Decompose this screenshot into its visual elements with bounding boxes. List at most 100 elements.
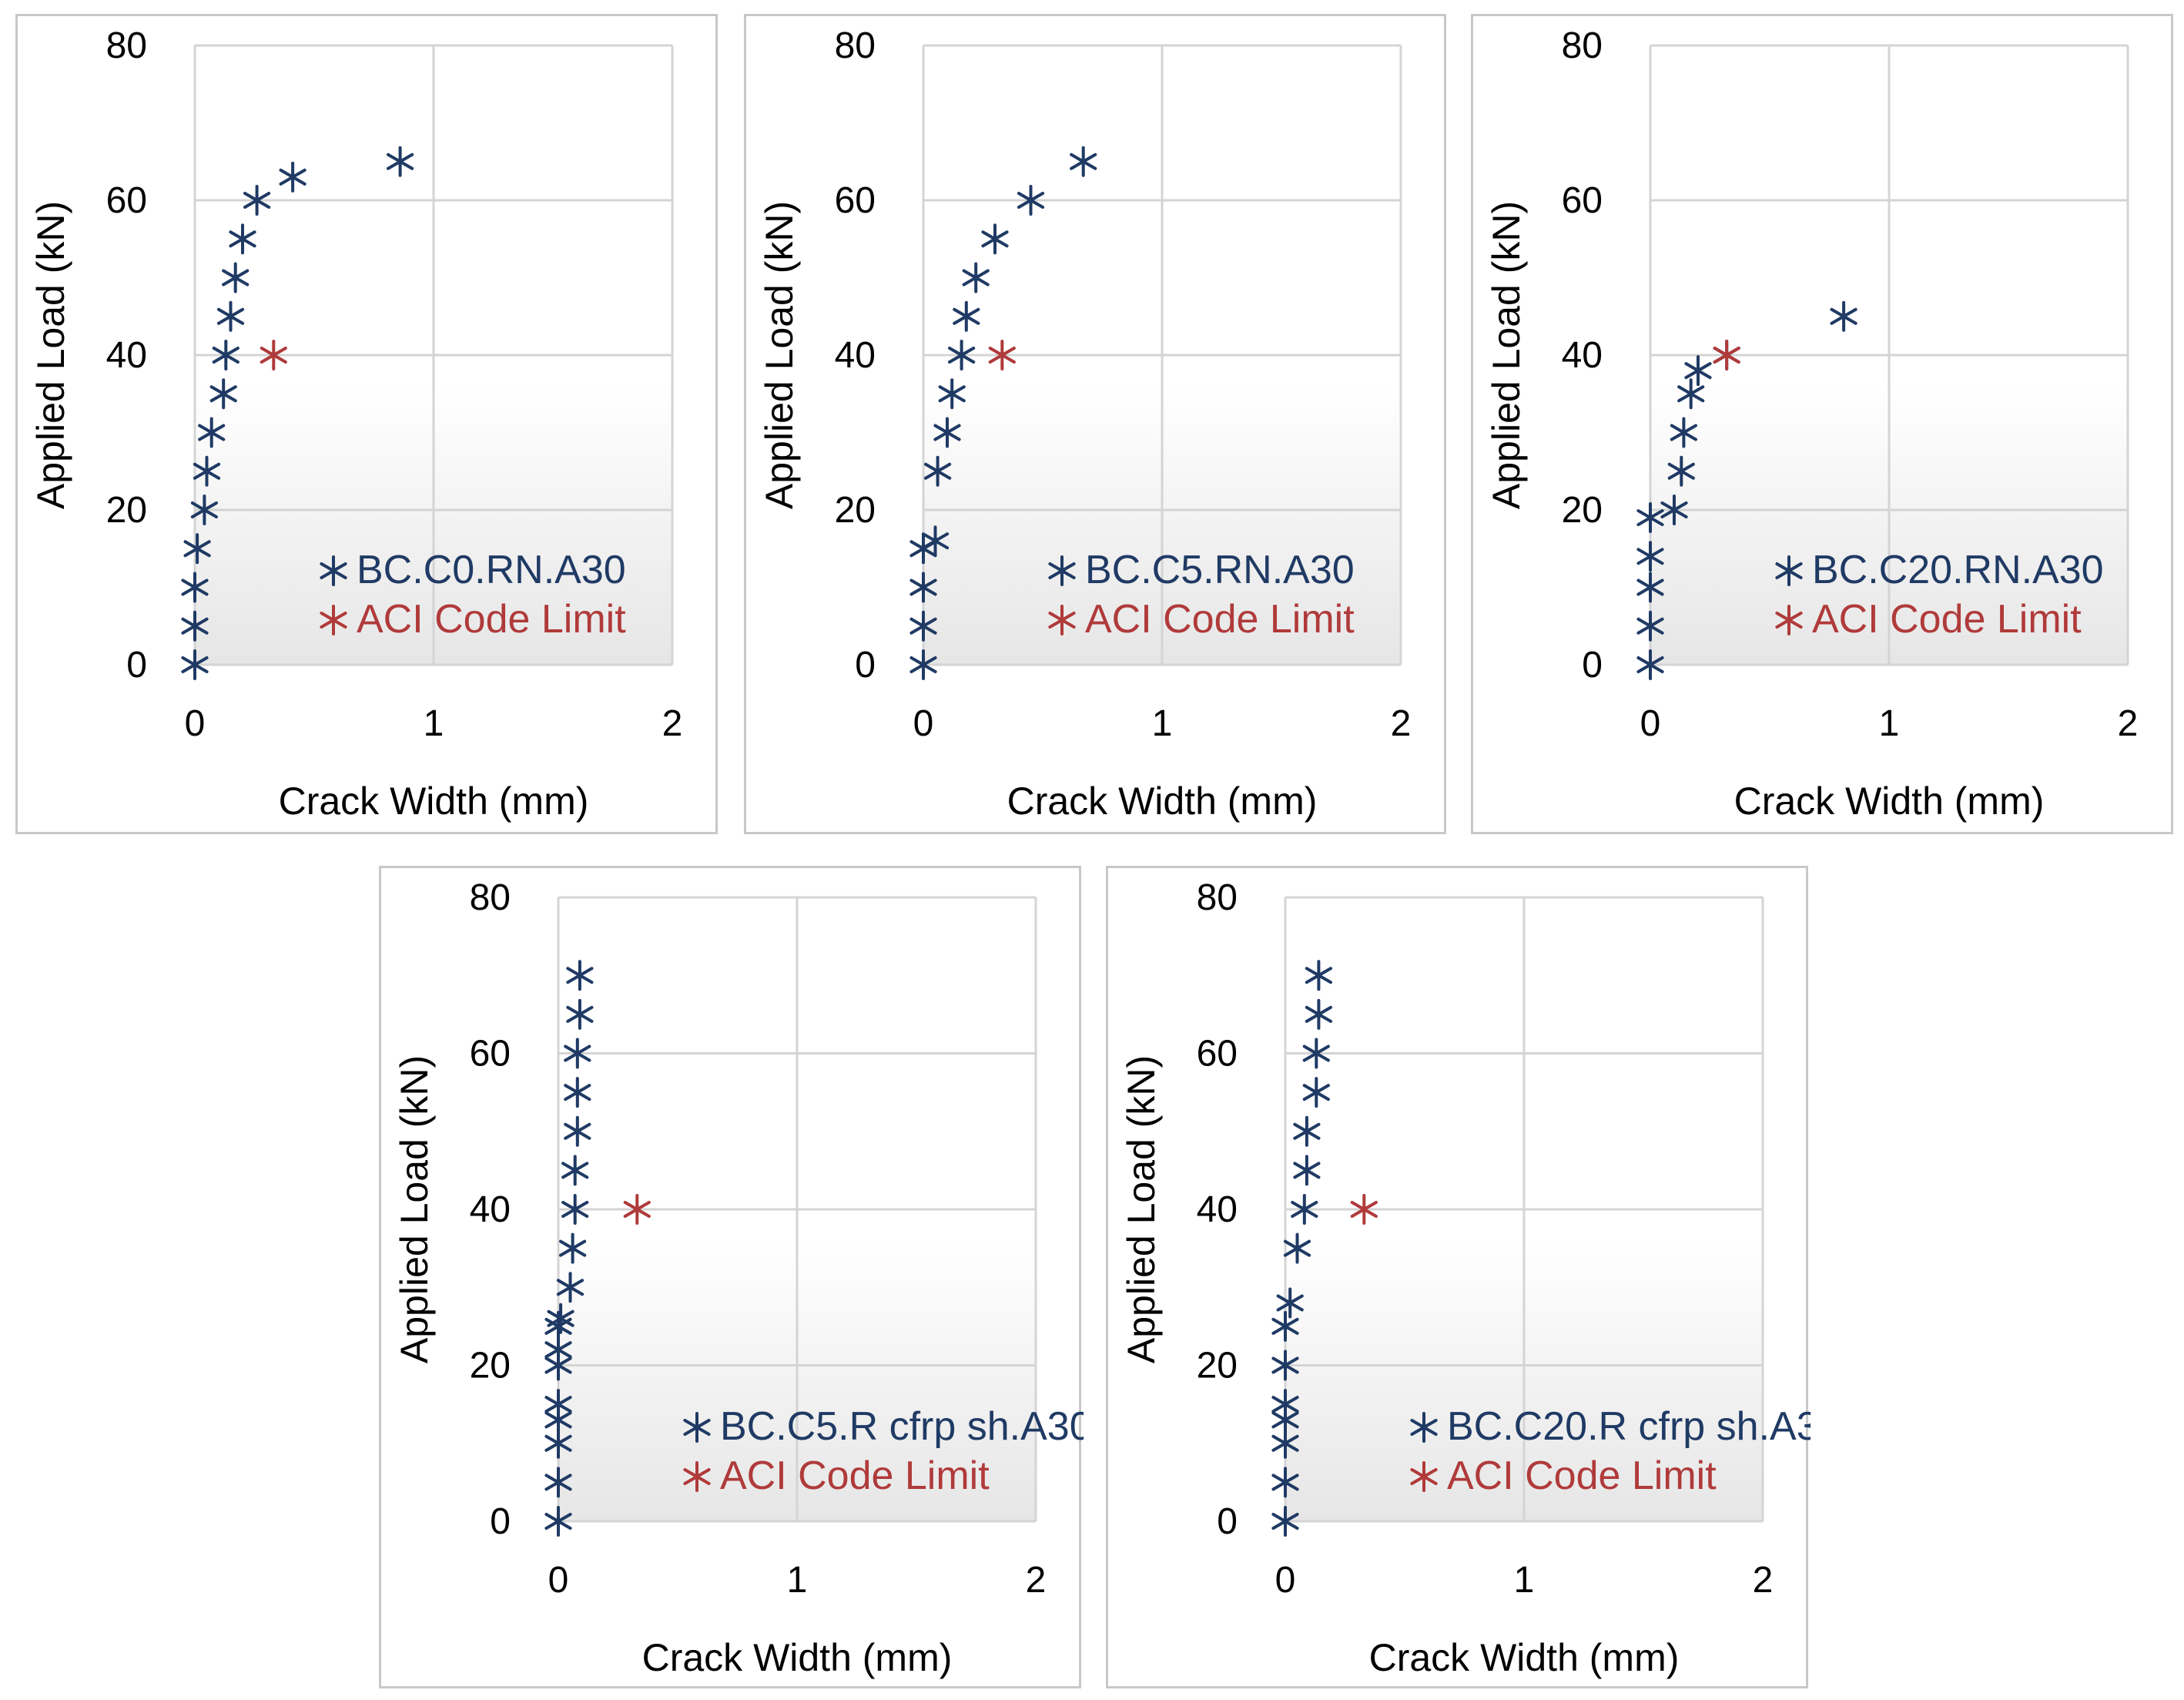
series-specimen: [1271, 960, 1332, 1537]
y-tick-label: 60: [470, 1034, 511, 1075]
legend-marker-specimen: [1048, 555, 1076, 586]
data-point: [243, 185, 271, 216]
legend-label-aci: ACI Code Limit: [720, 1454, 990, 1498]
data-point: [561, 1155, 589, 1186]
y-tick-label: 0: [1582, 645, 1603, 686]
data-point: [566, 960, 594, 991]
chart-panel-bc-c20: 0 20 40 60 80 0 1 2 Crack Width (mm) Applied Load…: [1471, 14, 2173, 834]
data-point: [183, 533, 211, 565]
aci-limit-point: [1713, 340, 1740, 371]
legend-marker-aci: [320, 605, 347, 635]
y-tick-label: 60: [106, 180, 147, 221]
legend-marker-specimen: [1775, 555, 1803, 586]
series-aci-limit: [1713, 340, 1740, 371]
x-tick-label: 2: [1026, 1560, 1047, 1601]
data-point: [1305, 960, 1332, 991]
legend-marker-specimen: [320, 555, 347, 586]
aci-limit-point: [988, 340, 1016, 371]
data-point: [1271, 1389, 1299, 1420]
y-tick-label: 0: [490, 1501, 511, 1542]
data-point: [1017, 185, 1045, 216]
scatter-plot: 0 20 40 60 80 0 1 2 Crack Width (mm) Applied Load…: [1120, 877, 1811, 1679]
y-tick-label: 80: [1197, 877, 1238, 918]
data-point: [181, 610, 209, 642]
y-axis-title: Applied Load (kN): [1120, 1055, 1163, 1363]
data-point: [279, 161, 306, 193]
y-tick-label: 0: [855, 645, 876, 686]
legend-marker-aci: [1775, 605, 1803, 635]
series-aci-limit: [623, 1194, 651, 1225]
data-point: [566, 998, 594, 1030]
data-point: [1293, 1115, 1321, 1147]
data-point: [564, 1038, 591, 1069]
data-point: [190, 495, 218, 525]
data-point: [559, 1232, 587, 1264]
data-point: [229, 223, 256, 255]
data-point: [564, 1115, 591, 1147]
y-tick-label: 80: [835, 25, 876, 66]
data-point: [909, 649, 937, 680]
data-point: [938, 378, 966, 410]
data-point: [1677, 378, 1705, 410]
data-point: [1636, 649, 1664, 680]
legend-marker-aci: [1048, 605, 1076, 635]
data-point: [212, 340, 240, 371]
legend-label-specimen: BC.C20.R cfrp sh.A30: [1447, 1404, 1811, 1449]
data-point: [1684, 355, 1712, 387]
series-aci-limit: [1350, 1194, 1378, 1225]
chart-panel-bc-c20-cfrp: 0 20 40 60 80 0 1 2 Crack Width (mm) Applied Load…: [1106, 866, 1811, 1688]
y-tick-label: 40: [470, 1189, 511, 1230]
data-point: [181, 649, 209, 680]
data-point: [209, 378, 237, 410]
x-tick-label: 0: [1640, 703, 1661, 744]
legend-marker-aci: [683, 1461, 711, 1492]
legend-marker-aci: [1410, 1461, 1438, 1492]
data-point: [1670, 417, 1697, 448]
y-tick-label: 20: [1197, 1346, 1238, 1386]
y-tick-label: 40: [1562, 335, 1603, 376]
legend-marker-specimen: [683, 1412, 711, 1443]
x-tick-label: 1: [1152, 703, 1173, 744]
data-point: [561, 1194, 589, 1225]
legend-label-specimen: BC.C0.RN.A30: [357, 548, 626, 592]
legend-label-aci: ACI Code Limit: [1085, 597, 1355, 642]
y-tick-label: 80: [1562, 25, 1603, 66]
chart-panel-bc-c5-cfrp: 0 20 40 60 80 0 1 2 Crack Width (mm) Applied Load…: [379, 866, 1084, 1688]
scatter-plot: 0 20 40 60 80 0 1 2 Crack Width (mm) Applied Load…: [758, 25, 1411, 823]
data-point: [933, 417, 961, 448]
x-tick-label: 2: [662, 703, 683, 744]
legend-label-specimen: BC.C5.R cfrp sh.A30: [720, 1404, 1084, 1449]
y-tick-label: 20: [470, 1346, 511, 1386]
x-tick-label: 2: [2118, 703, 2139, 744]
data-point: [1302, 1038, 1330, 1069]
data-point: [1276, 1287, 1304, 1319]
data-point: [909, 610, 937, 642]
x-tick-label: 1: [1879, 703, 1900, 744]
series-specimen: [909, 146, 1097, 680]
legend-marker-specimen: [1410, 1412, 1438, 1443]
data-point: [547, 1303, 574, 1334]
series-specimen: [181, 146, 414, 680]
data-point: [1070, 146, 1097, 177]
data-point: [962, 262, 990, 293]
data-point: [1293, 1155, 1321, 1186]
x-axis-title: Crack Width (mm): [1369, 1636, 1680, 1679]
data-point: [544, 1467, 572, 1498]
x-axis-title: Crack Width (mm): [1734, 780, 2045, 823]
scatter-plot: 0 20 40 60 80 0 1 2 Crack Width (mm) Applied Load…: [1485, 25, 2139, 823]
x-tick-label: 0: [1275, 1560, 1296, 1601]
x-tick-label: 0: [185, 703, 206, 744]
y-tick-label: 60: [1562, 180, 1603, 221]
y-tick-label: 20: [106, 490, 147, 531]
x-tick-label: 1: [787, 1560, 808, 1601]
data-point: [921, 525, 950, 557]
y-tick-label: 40: [1197, 1189, 1238, 1230]
data-point: [198, 417, 226, 448]
x-tick-label: 0: [548, 1560, 569, 1601]
data-point: [953, 300, 980, 332]
y-tick-label: 80: [470, 877, 511, 918]
data-point: [1636, 502, 1664, 534]
x-tick-label: 0: [913, 703, 934, 744]
data-point: [1660, 495, 1688, 525]
legend-label-aci: ACI Code Limit: [1812, 597, 2082, 642]
